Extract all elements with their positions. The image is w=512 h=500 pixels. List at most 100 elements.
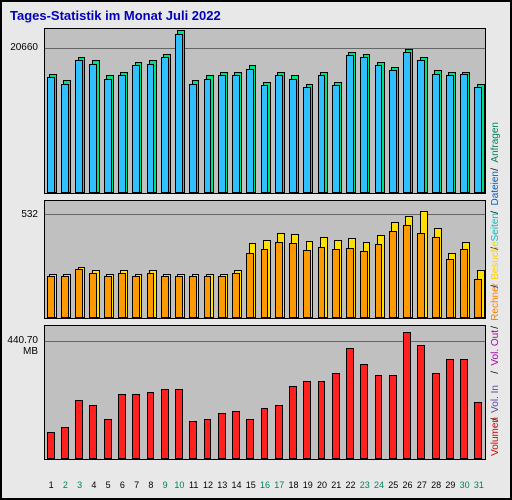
y-axis-label: 532: [0, 209, 38, 220]
bar: [232, 273, 240, 318]
x-axis-label: 14: [229, 480, 243, 490]
bar: [47, 276, 55, 317]
legend-label: Vol. Out: [490, 330, 501, 366]
chart-title: Tages-Statistik im Monat Juli 2022: [10, 8, 221, 23]
x-axis-label: 22: [343, 480, 357, 490]
bar: [275, 242, 283, 318]
bar: [218, 413, 226, 459]
legend-label: Anfragen: [490, 122, 501, 163]
x-axis-label: 4: [87, 480, 101, 490]
bar: [104, 419, 112, 460]
bar: [189, 84, 197, 194]
x-axis-label: 18: [286, 480, 300, 490]
bar: [303, 381, 311, 460]
bar: [47, 432, 55, 459]
bar: [403, 332, 411, 460]
bar: [332, 249, 340, 318]
bar: [403, 52, 411, 193]
bar: [360, 364, 368, 459]
x-axis-label: 21: [329, 480, 343, 490]
x-axis-label: 26: [400, 480, 414, 490]
bar: [161, 389, 169, 460]
bar: [61, 427, 69, 460]
bar: [474, 87, 482, 194]
x-axis-label: 13: [215, 480, 229, 490]
bar: [275, 405, 283, 459]
bar: [389, 70, 397, 193]
x-axis-label: 25: [386, 480, 400, 490]
bar: [218, 75, 226, 193]
bar: [432, 373, 440, 460]
bar: [289, 243, 297, 318]
bar: [375, 65, 383, 193]
bar: [75, 60, 83, 193]
x-axis-label: 20: [315, 480, 329, 490]
gridline: [45, 341, 485, 342]
bar: [417, 233, 425, 318]
bar: [303, 87, 311, 194]
bar: [175, 276, 183, 317]
panel-middle: [44, 200, 486, 318]
bar: [332, 373, 340, 460]
x-axis-label: 11: [187, 480, 201, 490]
bar: [246, 253, 254, 318]
bar: [175, 389, 183, 460]
bar: [375, 244, 383, 317]
bar: [61, 84, 69, 194]
legend-label: Besuche: [490, 241, 501, 280]
x-axis-label: 27: [415, 480, 429, 490]
x-axis-label: 15: [244, 480, 258, 490]
bar: [89, 64, 97, 194]
bar: [417, 345, 425, 459]
bar: [346, 248, 354, 318]
bar: [147, 273, 155, 318]
bar: [132, 394, 140, 459]
bar: [389, 375, 397, 459]
bar: [246, 419, 254, 460]
bar: [204, 276, 212, 317]
legend-label: Seiten: [490, 213, 501, 241]
bar: [275, 75, 283, 193]
x-axis-label: 5: [101, 480, 115, 490]
bar: [89, 273, 97, 318]
legend-label: Dateien: [490, 171, 501, 205]
bar: [375, 375, 383, 459]
bar: [147, 392, 155, 460]
bar: [474, 402, 482, 459]
bar: [303, 250, 311, 317]
x-axis-label: 19: [301, 480, 315, 490]
bar: [75, 269, 83, 317]
bar: [104, 276, 112, 317]
bar: [360, 251, 368, 317]
bar: [89, 405, 97, 459]
bar: [346, 348, 354, 459]
bar: [246, 69, 254, 194]
bar: [189, 421, 197, 459]
panel-top: [44, 28, 486, 194]
y-axis-label: 20660: [0, 42, 38, 53]
bar: [218, 276, 226, 317]
legend-label: Volumen: [490, 417, 501, 456]
bar: [460, 359, 468, 459]
x-axis-label: 16: [258, 480, 272, 490]
bar: [161, 276, 169, 317]
x-axis-label: 7: [130, 480, 144, 490]
bar: [118, 75, 126, 193]
plot-area: [44, 28, 486, 478]
bar: [289, 79, 297, 194]
bar: [47, 77, 55, 194]
x-axis-label: 17: [272, 480, 286, 490]
bar: [261, 408, 269, 460]
bar: [318, 381, 326, 460]
bar: [118, 394, 126, 459]
x-axis-label: 29: [443, 480, 457, 490]
x-axis-label: 24: [372, 480, 386, 490]
legend-sep: /: [490, 371, 501, 374]
bar: [147, 64, 155, 194]
x-axis-label: 9: [158, 480, 172, 490]
legend-label: Rechner: [490, 283, 501, 321]
x-axis-label: 6: [115, 480, 129, 490]
legend-label: Vol. In: [490, 385, 501, 413]
gridline: [45, 48, 485, 49]
bar: [118, 273, 126, 318]
